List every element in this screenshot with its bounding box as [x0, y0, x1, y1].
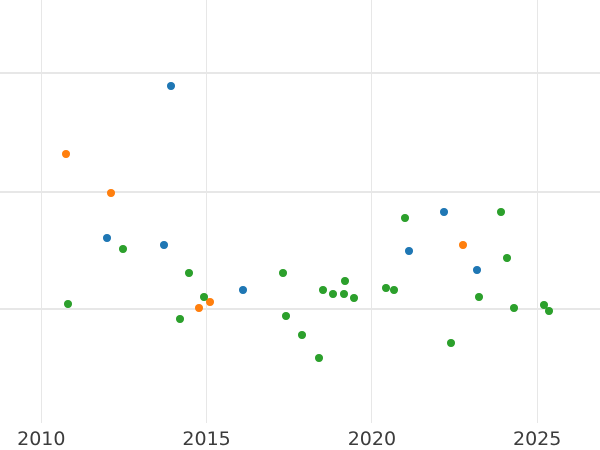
vertical-gridline: [206, 0, 208, 423]
data-point-series-orange: [107, 189, 115, 197]
data-point-series-green: [497, 208, 505, 216]
data-point-series-blue: [440, 208, 448, 216]
data-point-series-orange: [62, 150, 70, 158]
data-point-series-green: [298, 331, 306, 339]
data-point-series-green: [390, 286, 398, 294]
data-point-series-blue: [167, 82, 175, 90]
vertical-gridline: [371, 0, 373, 423]
data-point-series-blue: [405, 247, 413, 255]
data-point-series-blue: [473, 266, 481, 274]
data-point-series-green: [176, 315, 184, 323]
data-point-series-green: [350, 294, 358, 302]
data-point-series-green: [119, 245, 127, 253]
data-point-series-orange: [459, 241, 467, 249]
data-point-series-green: [315, 354, 323, 362]
x-tick-label: 2020: [347, 428, 397, 450]
data-point-series-green: [279, 269, 287, 277]
data-point-series-green: [185, 269, 193, 277]
data-point-series-green: [340, 290, 348, 298]
data-point-series-blue: [239, 286, 247, 294]
data-point-series-green: [329, 290, 337, 298]
vertical-gridline: [40, 0, 42, 423]
x-tick-label: 2015: [182, 428, 231, 450]
x-tick-label: 2010: [17, 428, 66, 450]
data-point-series-blue: [160, 241, 168, 249]
data-point-series-green: [447, 339, 455, 347]
data-point-series-blue: [103, 234, 111, 242]
data-point-series-green: [510, 304, 518, 312]
data-point-series-green: [545, 307, 553, 315]
data-point-series-orange: [206, 298, 214, 306]
data-point-series-green: [540, 301, 548, 309]
horizontal-gridline: [0, 72, 600, 74]
data-point-series-green: [503, 254, 511, 262]
data-point-series-green: [401, 214, 409, 222]
data-point-series-green: [382, 284, 390, 292]
horizontal-gridline: [0, 308, 600, 310]
data-point-series-orange: [195, 304, 203, 312]
data-point-series-green: [64, 300, 72, 308]
horizontal-gridline: [0, 191, 600, 193]
data-point-series-green: [200, 293, 208, 301]
data-point-series-green: [475, 293, 483, 301]
x-tick-label: 2025: [513, 428, 562, 450]
vertical-gridline: [536, 0, 538, 423]
data-point-series-green: [282, 312, 290, 320]
data-point-series-green: [341, 277, 349, 285]
data-point-series-green: [319, 286, 327, 294]
